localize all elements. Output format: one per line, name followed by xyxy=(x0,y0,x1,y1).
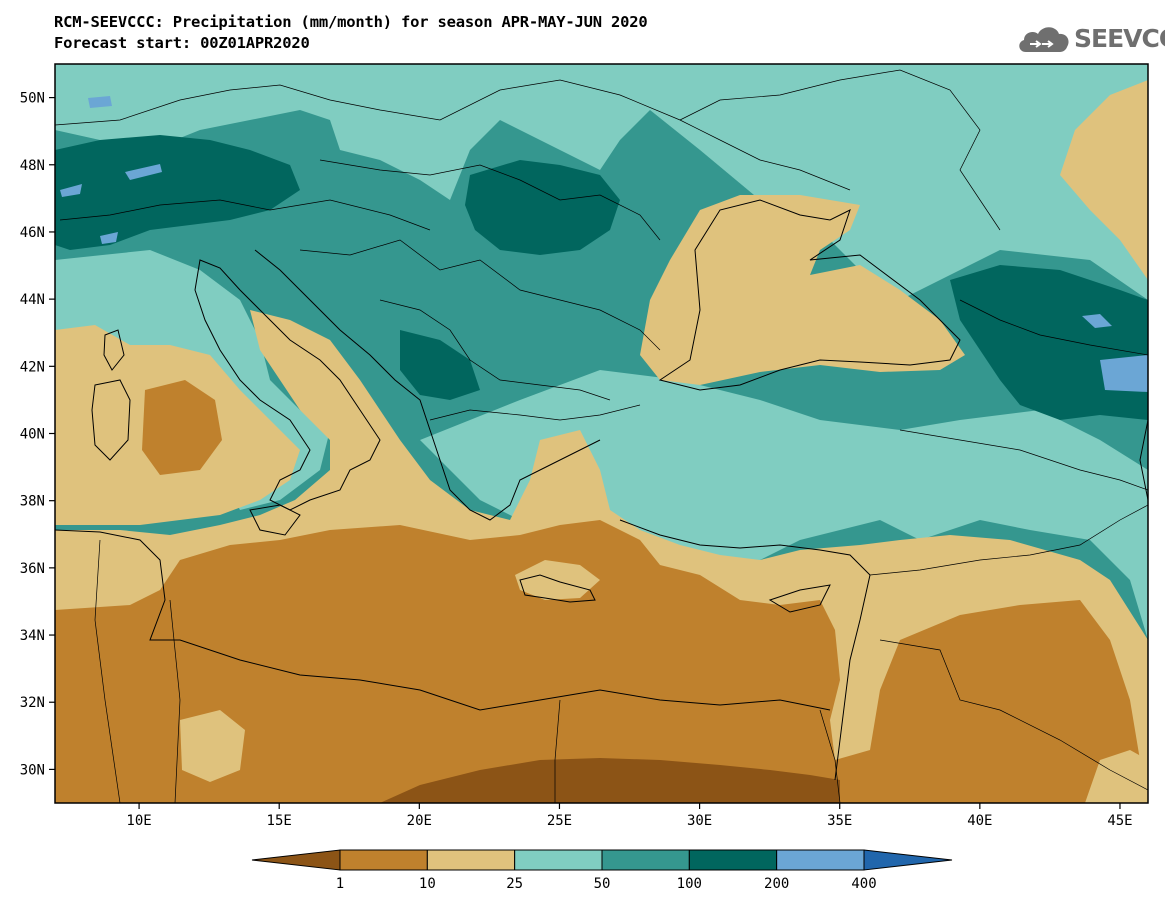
forecast-start-line: Forecast start: 00Z01APR2020 xyxy=(54,34,310,52)
lon-tick-label: 40E xyxy=(967,813,992,829)
field-beige-east xyxy=(1060,80,1148,280)
colorbar-box xyxy=(514,849,603,871)
field-dark-teal-alps xyxy=(55,135,300,250)
field-dark-teal-caucasus xyxy=(950,265,1148,420)
colorbar-box xyxy=(688,849,778,871)
colorbar: 1 10 25 50 100 200 400 xyxy=(251,849,953,892)
border-egypt-libya xyxy=(554,699,561,803)
lon-tick-label: 25E xyxy=(547,813,572,829)
field-beige-crete xyxy=(515,560,600,600)
colorbar-low-arrow xyxy=(251,849,341,871)
cloud-icon xyxy=(1019,27,1069,52)
map-title: RCM-SEEVCCC: Precipitation (mm/month) fo… xyxy=(54,12,648,54)
north-africa-coastline xyxy=(55,529,831,711)
lat-tick-label: 44N xyxy=(20,292,45,308)
coastlines xyxy=(55,199,1148,781)
field-blue-alps-2 xyxy=(60,184,82,197)
colorbar-label: 100 xyxy=(677,876,702,892)
corsica-coastline xyxy=(103,329,125,371)
italy-coastline xyxy=(194,259,381,511)
border-ukraine xyxy=(679,69,1001,231)
sicily-coastline xyxy=(249,504,301,536)
field-beige-libya xyxy=(180,710,245,782)
field-light-teal-aegean xyxy=(420,370,1148,640)
field-blue-alps-3 xyxy=(100,232,118,244)
colorbar-label: 25 xyxy=(506,876,523,892)
lat-tick-label: 46N xyxy=(20,225,45,241)
title-line-1: RCM-SEEVCCC: Precipitation (mm/month) fo… xyxy=(54,13,648,31)
lon-tick-label: 35E xyxy=(827,813,852,829)
seevccc-logo: SEEVCCC xyxy=(1016,22,1165,56)
lon-tick-label: 30E xyxy=(687,813,712,829)
colorbar-label: 50 xyxy=(594,876,611,892)
lat-tick-label: 40N xyxy=(20,427,45,443)
border-greece xyxy=(429,404,641,421)
border-alps xyxy=(59,199,431,231)
lat-tick-label: 48N xyxy=(20,158,45,174)
caspian-edge xyxy=(1139,419,1148,501)
lat-tick-label: 30N xyxy=(20,762,45,778)
border-sinai xyxy=(819,709,841,803)
colorbar-box xyxy=(339,849,428,871)
latitude-axis: 50N 48N 46N 44N 42N 40N 38N 36N 34N 32N 30N xyxy=(20,91,55,778)
lon-tick-label: 45E xyxy=(1107,813,1132,829)
field-beige-sardinia xyxy=(142,380,222,475)
country-borders xyxy=(55,69,1148,803)
colorbar-label: 1 xyxy=(336,876,344,892)
black-sea-coastline xyxy=(658,199,961,391)
lat-tick-label: 36N xyxy=(20,561,45,577)
cyprus-coastline xyxy=(768,584,831,613)
border-algeria xyxy=(94,539,121,803)
border-caucasus xyxy=(959,299,1148,356)
colorbar-box xyxy=(426,849,516,871)
lon-tick-label: 15E xyxy=(267,813,292,829)
crete-coastline xyxy=(519,574,596,603)
field-blue-caucasus-2 xyxy=(1082,314,1112,328)
lon-tick-label: 20E xyxy=(407,813,432,829)
lat-tick-label: 38N xyxy=(20,494,45,510)
field-beige-se-corner xyxy=(1085,750,1148,803)
border-libya-tunisia xyxy=(169,599,181,803)
border-central-europe xyxy=(55,79,851,191)
border-balkans xyxy=(299,239,661,351)
colorbar-box xyxy=(601,849,690,871)
colorbar-label: 400 xyxy=(851,876,876,892)
turkey-south-coastline xyxy=(619,519,871,576)
field-blue-north xyxy=(88,96,112,108)
field-light-teal-north xyxy=(55,64,1148,300)
border-serbia xyxy=(379,299,611,401)
field-blue-alps-1 xyxy=(125,164,162,180)
border-turkey xyxy=(899,429,1148,491)
colorbar-box xyxy=(776,849,865,871)
field-blue-caucasus xyxy=(1100,355,1148,392)
colorbar-label: 10 xyxy=(419,876,436,892)
balkan-coastline xyxy=(254,249,601,521)
colorbar-high-arrow xyxy=(863,849,953,871)
border-syria xyxy=(869,504,1148,576)
field-dark-brown-south xyxy=(380,758,840,803)
precipitation-field xyxy=(55,64,1148,803)
field-brown-south xyxy=(55,520,1148,803)
levant-coastline xyxy=(834,574,871,781)
logo-text: SEEVCCC xyxy=(1074,24,1165,53)
border-hungary xyxy=(319,159,661,241)
lon-tick-label: 10E xyxy=(126,813,151,829)
lat-tick-label: 50N xyxy=(20,91,45,107)
field-beige-black-sea xyxy=(640,195,965,385)
colorbar-label: 200 xyxy=(764,876,789,892)
lat-tick-label: 34N xyxy=(20,628,45,644)
longitude-axis: 10E 15E 20E 25E 30E 35E 40E 45E xyxy=(126,803,1133,829)
border-iraq xyxy=(879,639,1148,791)
sardinia-coastline xyxy=(91,379,131,461)
field-dark-teal-balkans xyxy=(400,330,480,400)
lat-tick-label: 42N xyxy=(20,359,45,375)
lat-tick-label: 32N xyxy=(20,695,45,711)
field-dark-teal-carpathians xyxy=(465,160,620,255)
